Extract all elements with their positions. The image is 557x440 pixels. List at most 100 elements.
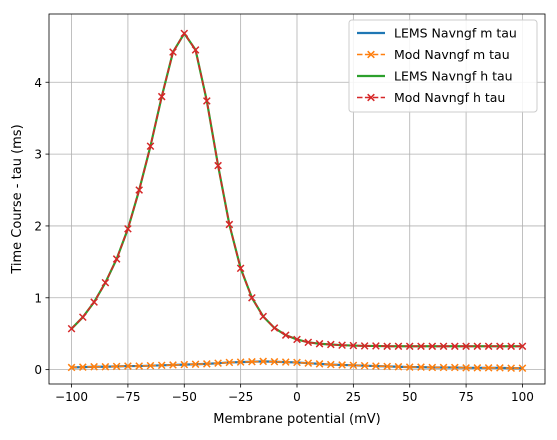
data-point-marker	[507, 364, 516, 373]
y-tick-label: 2	[34, 219, 42, 233]
data-point-marker	[349, 361, 358, 370]
data-point-marker	[146, 142, 155, 151]
data-point-marker	[191, 360, 200, 369]
data-point-marker	[315, 339, 324, 348]
data-point-marker	[473, 364, 482, 372]
data-point-marker	[236, 264, 245, 273]
data-point-marker	[394, 362, 403, 371]
data-point-marker	[90, 362, 98, 371]
series-2	[67, 357, 527, 373]
data-point-marker	[417, 342, 425, 351]
data-point-marker	[428, 363, 437, 372]
data-point-marker	[405, 363, 414, 371]
data-point-marker	[157, 361, 166, 370]
legend-label: LEMS Navngf h tau	[394, 69, 513, 84]
data-point-marker	[450, 342, 459, 351]
data-point-marker	[383, 362, 392, 371]
data-point-marker	[518, 364, 527, 373]
x-tick-label: 100	[511, 390, 534, 404]
data-point-marker	[214, 161, 222, 170]
y-tick-label: 1	[34, 291, 42, 305]
data-point-marker	[225, 358, 234, 367]
data-point-marker	[462, 364, 470, 372]
data-point-marker	[78, 363, 87, 371]
data-point-marker	[135, 362, 144, 370]
data-point-marker	[326, 340, 335, 349]
legend-label: LEMS Navngf m tau	[394, 26, 517, 41]
data-point-marker	[315, 360, 324, 368]
legend-box	[348, 19, 538, 113]
legend-item: LEMS Navngf h tau	[357, 69, 513, 84]
legend-label: Mod Navngf m tau	[394, 47, 510, 62]
data-point-marker	[338, 361, 346, 369]
data-point-marker	[180, 29, 189, 38]
legend-item: LEMS Navngf m tau	[357, 26, 517, 41]
legend-marker	[367, 50, 375, 59]
legend-item: Mod Navngf m tau	[357, 47, 510, 62]
data-point-marker	[281, 331, 290, 339]
y-tick-label: 0	[34, 363, 42, 377]
data-point-marker	[394, 342, 403, 351]
data-point-marker	[270, 357, 279, 366]
data-point-marker	[124, 224, 132, 233]
x-tick-label: −25	[228, 390, 253, 404]
data-point-marker	[293, 335, 301, 344]
data-point-marker	[304, 338, 313, 347]
series-group	[67, 29, 527, 373]
data-point-marker	[304, 359, 313, 367]
data-point-marker	[112, 362, 121, 371]
data-point-marker	[326, 360, 335, 369]
data-point-marker	[259, 312, 268, 321]
data-point-marker	[202, 360, 211, 368]
data-point-marker	[248, 357, 256, 366]
data-point-marker	[372, 342, 380, 350]
axis-ticks: −100 −75 −50 −25 0 25 50 75 100 0 1 2 3 4	[34, 76, 534, 404]
data-point-marker	[281, 358, 290, 366]
data-point-marker	[169, 48, 177, 56]
x-tick-label: −75	[115, 390, 140, 404]
data-point-marker	[439, 363, 448, 372]
x-tick-label: −100	[55, 390, 88, 404]
data-point-marker	[135, 186, 144, 194]
data-point-marker	[259, 357, 268, 366]
x-tick-label: −50	[172, 390, 197, 404]
x-axis-label: Membrane potential (mV)	[213, 412, 380, 427]
data-point-marker	[338, 341, 346, 350]
data-point-marker	[372, 362, 380, 370]
legend-label: Mod Navngf h tau	[394, 90, 505, 105]
data-point-marker	[496, 364, 504, 372]
data-point-marker	[507, 342, 516, 351]
data-point-marker	[462, 342, 470, 351]
data-point-marker	[157, 92, 166, 101]
data-point-marker	[67, 363, 76, 372]
legend: LEMS Navngf m tau Mod Navngf m tau LEMS Na…	[348, 19, 538, 113]
data-point-marker	[484, 342, 493, 351]
data-point-marker	[67, 324, 76, 333]
legend-item: Mod Navngf h tau	[357, 90, 505, 105]
data-point-marker	[101, 278, 110, 287]
data-point-marker	[360, 342, 369, 350]
series-4	[67, 29, 527, 351]
x-tick-label: 25	[346, 390, 361, 404]
data-point-marker	[405, 342, 414, 351]
data-point-marker	[90, 298, 98, 306]
data-point-marker	[439, 342, 448, 351]
data-point-marker	[248, 293, 256, 302]
data-point-marker	[496, 342, 504, 351]
data-point-marker	[101, 362, 110, 371]
data-point-marker	[112, 255, 121, 263]
data-point-marker	[417, 363, 425, 371]
y-tick-label: 3	[34, 148, 42, 162]
data-point-marker	[383, 342, 392, 351]
data-point-marker	[191, 46, 200, 54]
legend-marker	[367, 93, 375, 102]
data-point-marker	[225, 220, 234, 229]
data-point-marker	[124, 362, 132, 370]
data-point-marker	[360, 361, 369, 370]
data-point-marker	[146, 361, 155, 370]
data-point-marker	[202, 97, 211, 105]
data-point-marker	[428, 342, 437, 351]
data-point-marker	[236, 358, 245, 366]
